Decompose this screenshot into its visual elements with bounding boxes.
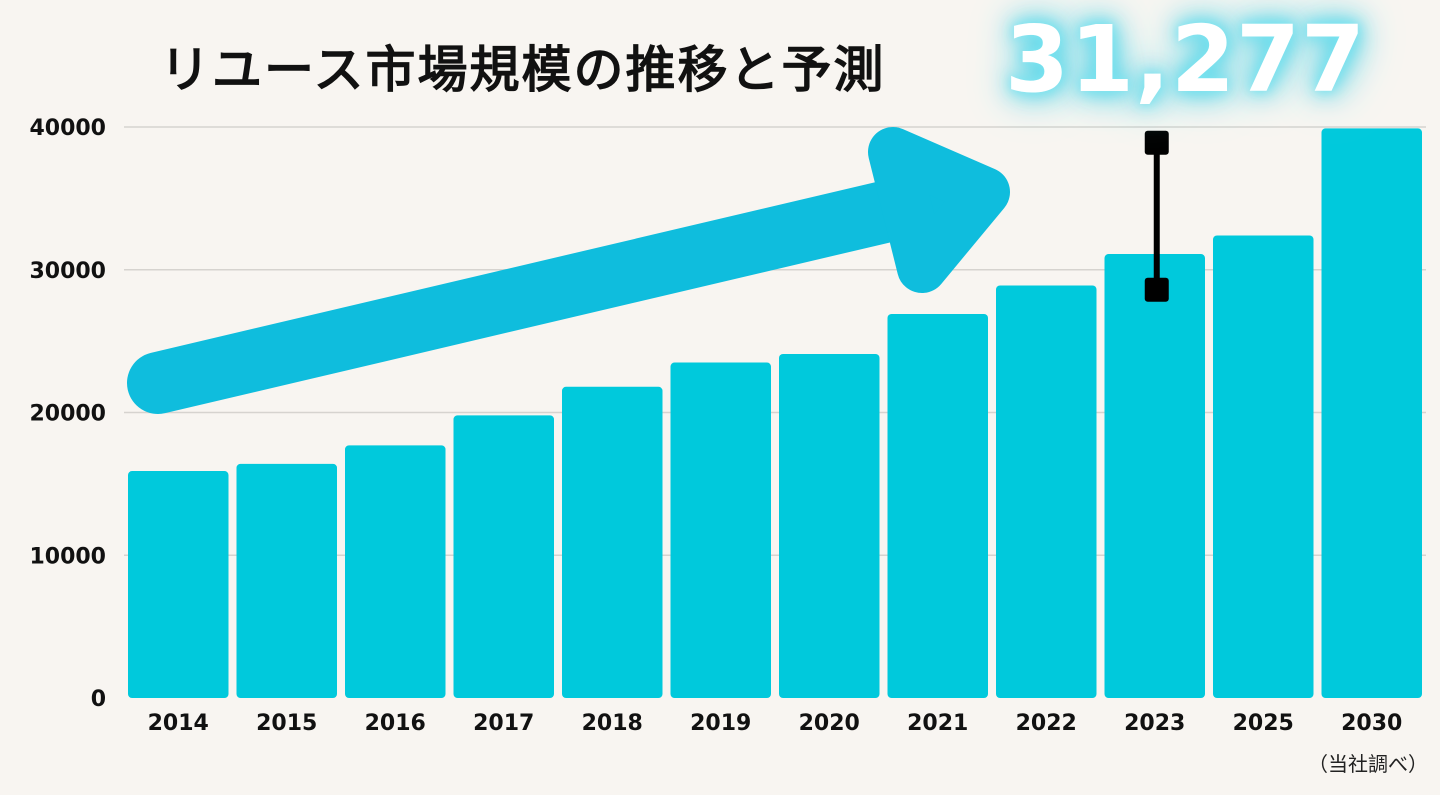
bar (996, 285, 1097, 698)
error-bar-cap-high (1144, 130, 1169, 155)
bar (1104, 254, 1205, 699)
bar (887, 314, 988, 698)
x-tick-label: 2018 (582, 711, 643, 736)
x-tick-label: 2017 (473, 711, 534, 736)
bar (1321, 128, 1422, 699)
y-tick-label: 40000 (29, 116, 106, 141)
chart-title: リユース市場規模の推移と予測 (160, 41, 886, 99)
x-tick-label: 2030 (1341, 711, 1402, 736)
highlight-value: 31,277 (1005, 6, 1367, 113)
error-bar-cap-low (1144, 277, 1169, 302)
trend-arrow (127, 127, 1010, 414)
bar (1213, 235, 1314, 699)
x-tick-label: 2025 (1233, 711, 1294, 736)
x-tick-label: 2022 (1016, 711, 1077, 736)
bar (453, 415, 554, 698)
trend-arrow-head (868, 127, 1010, 293)
x-tick-label: 2016 (365, 711, 426, 736)
y-tick-label: 0 (91, 687, 106, 712)
bar (345, 445, 446, 698)
source-note: （当社調べ） (1308, 752, 1428, 776)
bar (236, 463, 337, 698)
y-tick-label: 30000 (29, 259, 106, 284)
x-tick-label: 2021 (907, 711, 968, 736)
x-tick-label: 2019 (690, 711, 751, 736)
bar (128, 471, 229, 698)
bar (670, 362, 771, 698)
x-tick-label: 2014 (148, 711, 209, 736)
trend-arrow-shaft (127, 169, 966, 414)
bar (779, 353, 880, 698)
x-tick-label: 2023 (1124, 711, 1185, 736)
y-tick-label: 20000 (29, 402, 106, 427)
bar (562, 386, 663, 698)
y-tick-label: 10000 (29, 544, 106, 569)
x-tick-label: 2020 (799, 711, 860, 736)
x-tick-label: 2015 (256, 711, 317, 736)
